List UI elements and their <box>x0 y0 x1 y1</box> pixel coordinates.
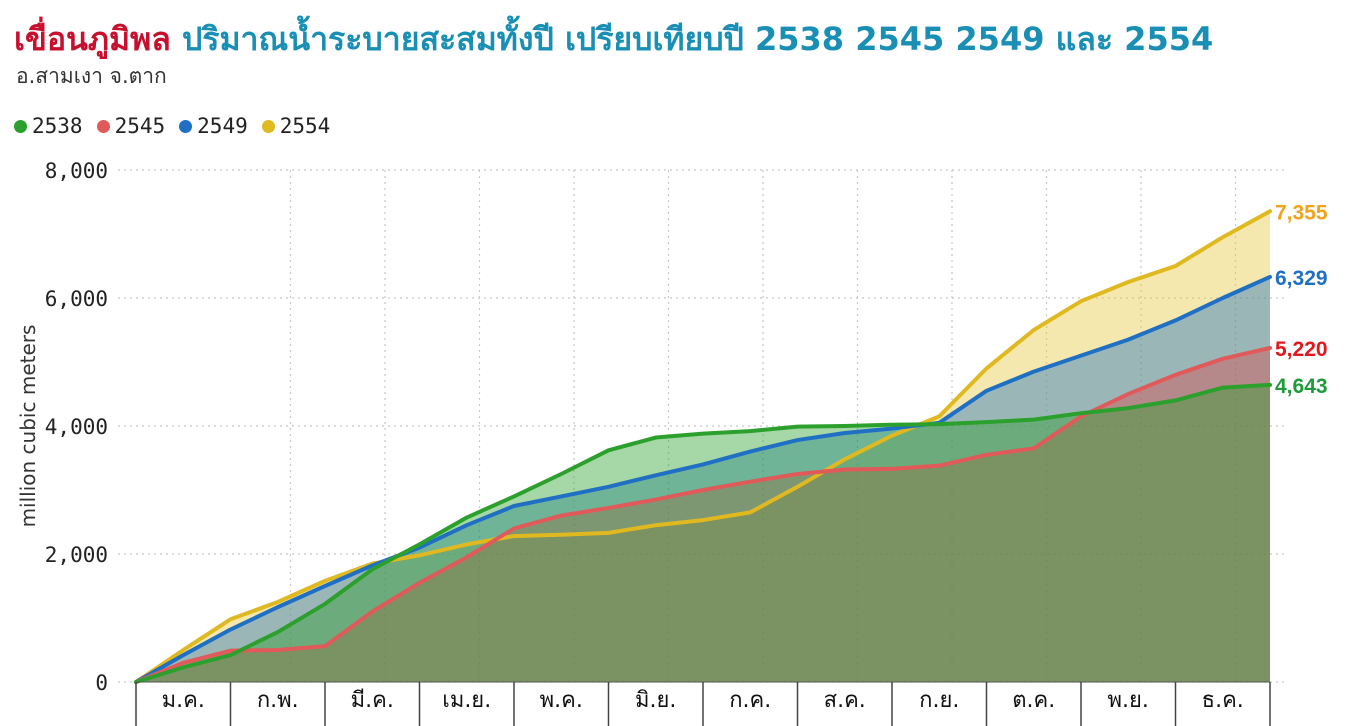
line-2549 <box>134 274 1272 684</box>
x-tick-label: ม.ค. <box>162 688 205 713</box>
y-tick-label: 0 <box>95 671 108 695</box>
legend-label-2554: 2554 <box>279 114 331 138</box>
x-tick-label: ก.ย. <box>919 688 959 713</box>
line-2545 <box>134 345 1272 684</box>
y-axis-label: million cubic meters <box>16 325 40 528</box>
end-label-2554: 7,355 <box>1275 201 1328 224</box>
x-tick-label: ก.พ. <box>257 688 299 713</box>
legend-item-2554[interactable]: 2554 <box>261 114 331 138</box>
x-tick-label: ต.ค. <box>1012 688 1055 713</box>
legend-label-2538: 2538 <box>32 114 83 138</box>
chart-title-description: ปริมาณน้ำระบายสะสมทั้งปี เปรียบเทียบปี 2… <box>181 20 1214 58</box>
y-tick-label: 8,000 <box>45 159 108 183</box>
area-2545 <box>136 347 1270 682</box>
x-tick-label: ก.ค. <box>729 688 771 713</box>
line-2554 <box>134 209 1272 684</box>
chart-title-dam-name: เขื่อนภูมิพล <box>14 20 171 58</box>
area-2538 <box>136 384 1270 682</box>
area-2554 <box>136 211 1270 682</box>
legend-dot-2538 <box>14 119 27 133</box>
y-tick-label: 2,000 <box>45 543 108 567</box>
end-label-2538: 4,643 <box>1275 375 1328 398</box>
legend-item-2549[interactable]: 2549 <box>179 114 248 138</box>
chart-legend: 2538 2545 2549 2554 <box>14 114 330 138</box>
end-label-2545: 5,220 <box>1275 338 1328 361</box>
line-2538 <box>134 382 1272 684</box>
legend-label-2545: 2545 <box>114 114 166 138</box>
chart-subtitle: อ.สามเงา จ.ตาก <box>16 64 167 88</box>
x-tick-label: เม.ย. <box>442 688 491 713</box>
legend-dot-2549 <box>179 119 193 133</box>
x-tick-label: ส.ค. <box>824 688 866 713</box>
x-tick-label: ธ.ค. <box>1202 688 1244 713</box>
x-tick-label: พ.ย. <box>1108 688 1149 713</box>
x-tick-label: พ.ค. <box>540 688 583 713</box>
legend-item-2538[interactable]: 2538 <box>14 114 83 138</box>
end-label-2549: 6,329 <box>1275 267 1328 290</box>
chart-title: เขื่อนภูมิพล ปริมาณน้ำระบายสะสมทั้งปี เป… <box>14 14 1213 65</box>
legend-dot-2554 <box>261 119 275 133</box>
y-tick-label: 4,000 <box>45 415 108 439</box>
x-tick-label: มิ.ย. <box>635 688 676 713</box>
y-tick-label: 6,000 <box>45 287 108 311</box>
legend-item-2545[interactable]: 2545 <box>96 114 166 138</box>
legend-label-2549: 2549 <box>197 114 248 138</box>
x-tick-label: มี.ค. <box>351 688 394 713</box>
legend-dot-2545 <box>96 119 110 133</box>
